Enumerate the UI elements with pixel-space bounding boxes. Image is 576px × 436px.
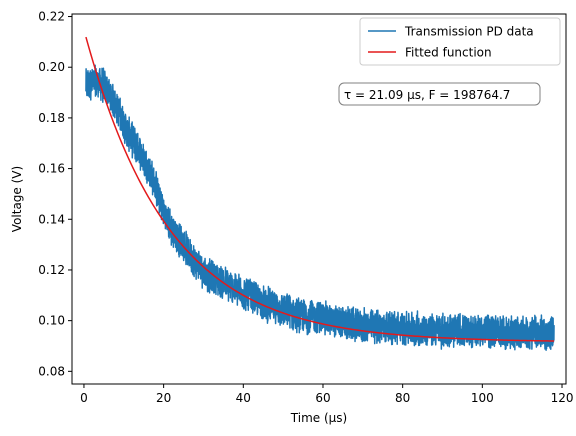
series-transmission-pd-data (85, 64, 555, 352)
legend-label-transmission: Transmission PD data (404, 25, 534, 39)
legend: Transmission PD data Fitted function (359, 17, 561, 66)
y-tick-label: 0.16 (38, 162, 65, 176)
y-tick-label: 0.12 (38, 263, 65, 277)
series-fitted-function (85, 36, 555, 342)
y-tick-label: 0.08 (38, 364, 65, 378)
x-tick-label: 20 (156, 391, 171, 405)
annotation-box (338, 82, 541, 106)
data-layer (85, 64, 555, 352)
legend-box (359, 17, 561, 66)
x-tick-label: 0 (80, 391, 88, 405)
x-tick-label: 80 (395, 391, 410, 405)
y-axis: 0.08 0.10 0.12 0.14 0.16 0.18 0.20 0.22 (38, 10, 72, 378)
legend-label-fit: Fitted function (405, 46, 492, 60)
x-tick-label: 120 (551, 391, 574, 405)
x-tick-label: 60 (315, 391, 330, 405)
y-tick-label: 0.14 (38, 212, 65, 226)
y-axis-label: Voltage (V) (10, 166, 24, 232)
plot-frame (71, 13, 567, 385)
x-axis: 0 20 40 60 80 100 120 (80, 384, 573, 405)
annotation-text: τ = 21.09 µs, F = 198764.7 (344, 88, 510, 102)
y-tick-label: 0.10 (38, 314, 65, 328)
x-tick-label: 40 (236, 391, 251, 405)
y-tick-label: 0.22 (38, 10, 65, 24)
fit-annotation: τ = 21.09 µs, F = 198764.7 (338, 82, 541, 106)
y-tick-label: 0.18 (38, 111, 65, 125)
x-axis-label: Time (µs) (290, 411, 347, 425)
fit-layer (85, 36, 555, 342)
y-tick-label: 0.20 (38, 60, 65, 74)
x-tick-label: 100 (471, 391, 494, 405)
